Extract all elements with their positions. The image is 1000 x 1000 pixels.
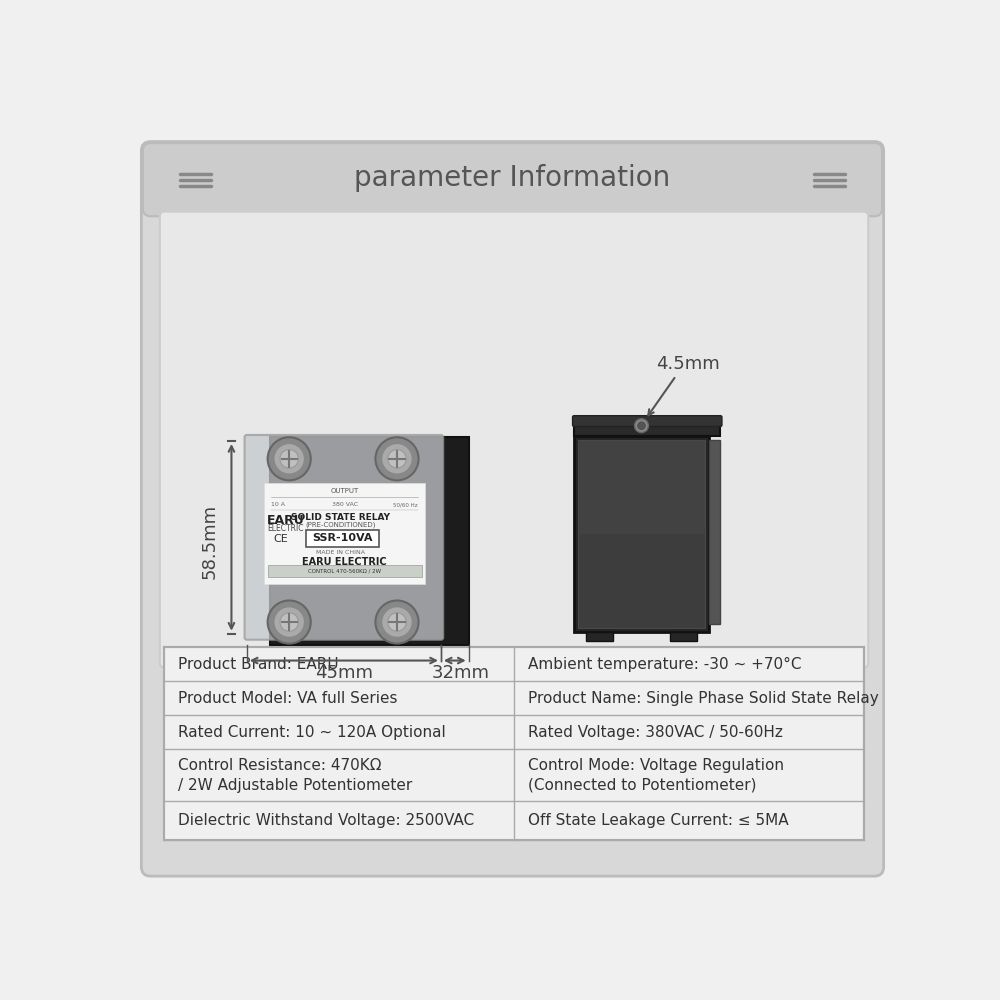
Text: 4.5mm: 4.5mm (656, 355, 720, 373)
Bar (574, 419, 720, 436)
Circle shape (280, 613, 298, 631)
Text: (PRE-CONDITIONED): (PRE-CONDITIONED) (306, 522, 376, 528)
Bar (268, 565, 422, 577)
Text: 32mm: 32mm (432, 664, 490, 682)
Text: Product Brand: EARU: Product Brand: EARU (178, 657, 339, 672)
Text: 380 VAC: 380 VAC (332, 502, 358, 508)
FancyBboxPatch shape (245, 435, 443, 640)
Text: SOLID STATE RELAY: SOLID STATE RELAY (291, 513, 390, 522)
Bar (586, 632, 613, 641)
Circle shape (375, 600, 419, 644)
Circle shape (274, 443, 305, 474)
Text: Off State Leakage Current: ≤ 5MA: Off State Leakage Current: ≤ 5MA (528, 813, 789, 828)
Circle shape (382, 443, 412, 474)
Circle shape (382, 607, 412, 637)
Text: Ambient temperature: -30 ~ +70°C: Ambient temperature: -30 ~ +70°C (528, 657, 801, 672)
Circle shape (388, 450, 406, 468)
Bar (264, 483, 425, 584)
Bar (578, 440, 705, 628)
Circle shape (268, 600, 311, 644)
Text: EARU ELECTRIC: EARU ELECTRIC (302, 557, 387, 567)
Text: 10 A: 10 A (271, 502, 285, 508)
Text: 50/60 Hz: 50/60 Hz (393, 502, 418, 508)
Text: SSR-10VA: SSR-10VA (312, 533, 373, 543)
Bar (578, 440, 705, 534)
Text: Rated Voltage: 380VAC / 50-60Hz: Rated Voltage: 380VAC / 50-60Hz (528, 725, 783, 740)
Text: EARU: EARU (266, 514, 304, 527)
FancyBboxPatch shape (141, 142, 884, 876)
Text: Control Mode: Voltage Regulation
(Connected to Potentiometer): Control Mode: Voltage Regulation (Connec… (528, 758, 784, 793)
Bar (164, 647, 864, 840)
Bar (574, 436, 709, 632)
Bar (270, 437, 469, 645)
Text: parameter Information: parameter Information (354, 164, 671, 192)
FancyBboxPatch shape (160, 212, 868, 667)
Circle shape (635, 419, 648, 433)
FancyBboxPatch shape (573, 416, 722, 426)
Text: MADE IN CHINA: MADE IN CHINA (316, 550, 365, 555)
Bar (670, 632, 697, 641)
Circle shape (375, 437, 419, 480)
Circle shape (280, 450, 298, 468)
Text: Product Model: VA full Series: Product Model: VA full Series (178, 691, 398, 706)
Text: Control Resistance: 470KΩ
/ 2W Adjustable Potentiometer: Control Resistance: 470KΩ / 2W Adjustabl… (178, 758, 413, 793)
FancyBboxPatch shape (143, 143, 882, 216)
Text: Product Name: Single Phase Solid State Relay: Product Name: Single Phase Solid State R… (528, 691, 879, 706)
Text: Rated Current: 10 ~ 120A Optional: Rated Current: 10 ~ 120A Optional (178, 725, 446, 740)
Text: Dielectric Withstand Voltage: 2500VAC: Dielectric Withstand Voltage: 2500VAC (178, 813, 474, 828)
Bar (709, 440, 720, 624)
Text: ELECTRIC: ELECTRIC (267, 524, 304, 533)
Circle shape (638, 422, 645, 430)
Circle shape (388, 613, 406, 631)
Text: 58.5mm: 58.5mm (201, 504, 219, 579)
Text: OUTPUT: OUTPUT (331, 488, 359, 494)
Circle shape (274, 607, 305, 637)
Circle shape (268, 437, 311, 480)
Text: CE: CE (273, 534, 288, 544)
Bar (306, 530, 379, 547)
Text: 45mm: 45mm (315, 664, 373, 682)
Text: CONTROL 470-560KΩ / 2W: CONTROL 470-560KΩ / 2W (308, 569, 381, 574)
